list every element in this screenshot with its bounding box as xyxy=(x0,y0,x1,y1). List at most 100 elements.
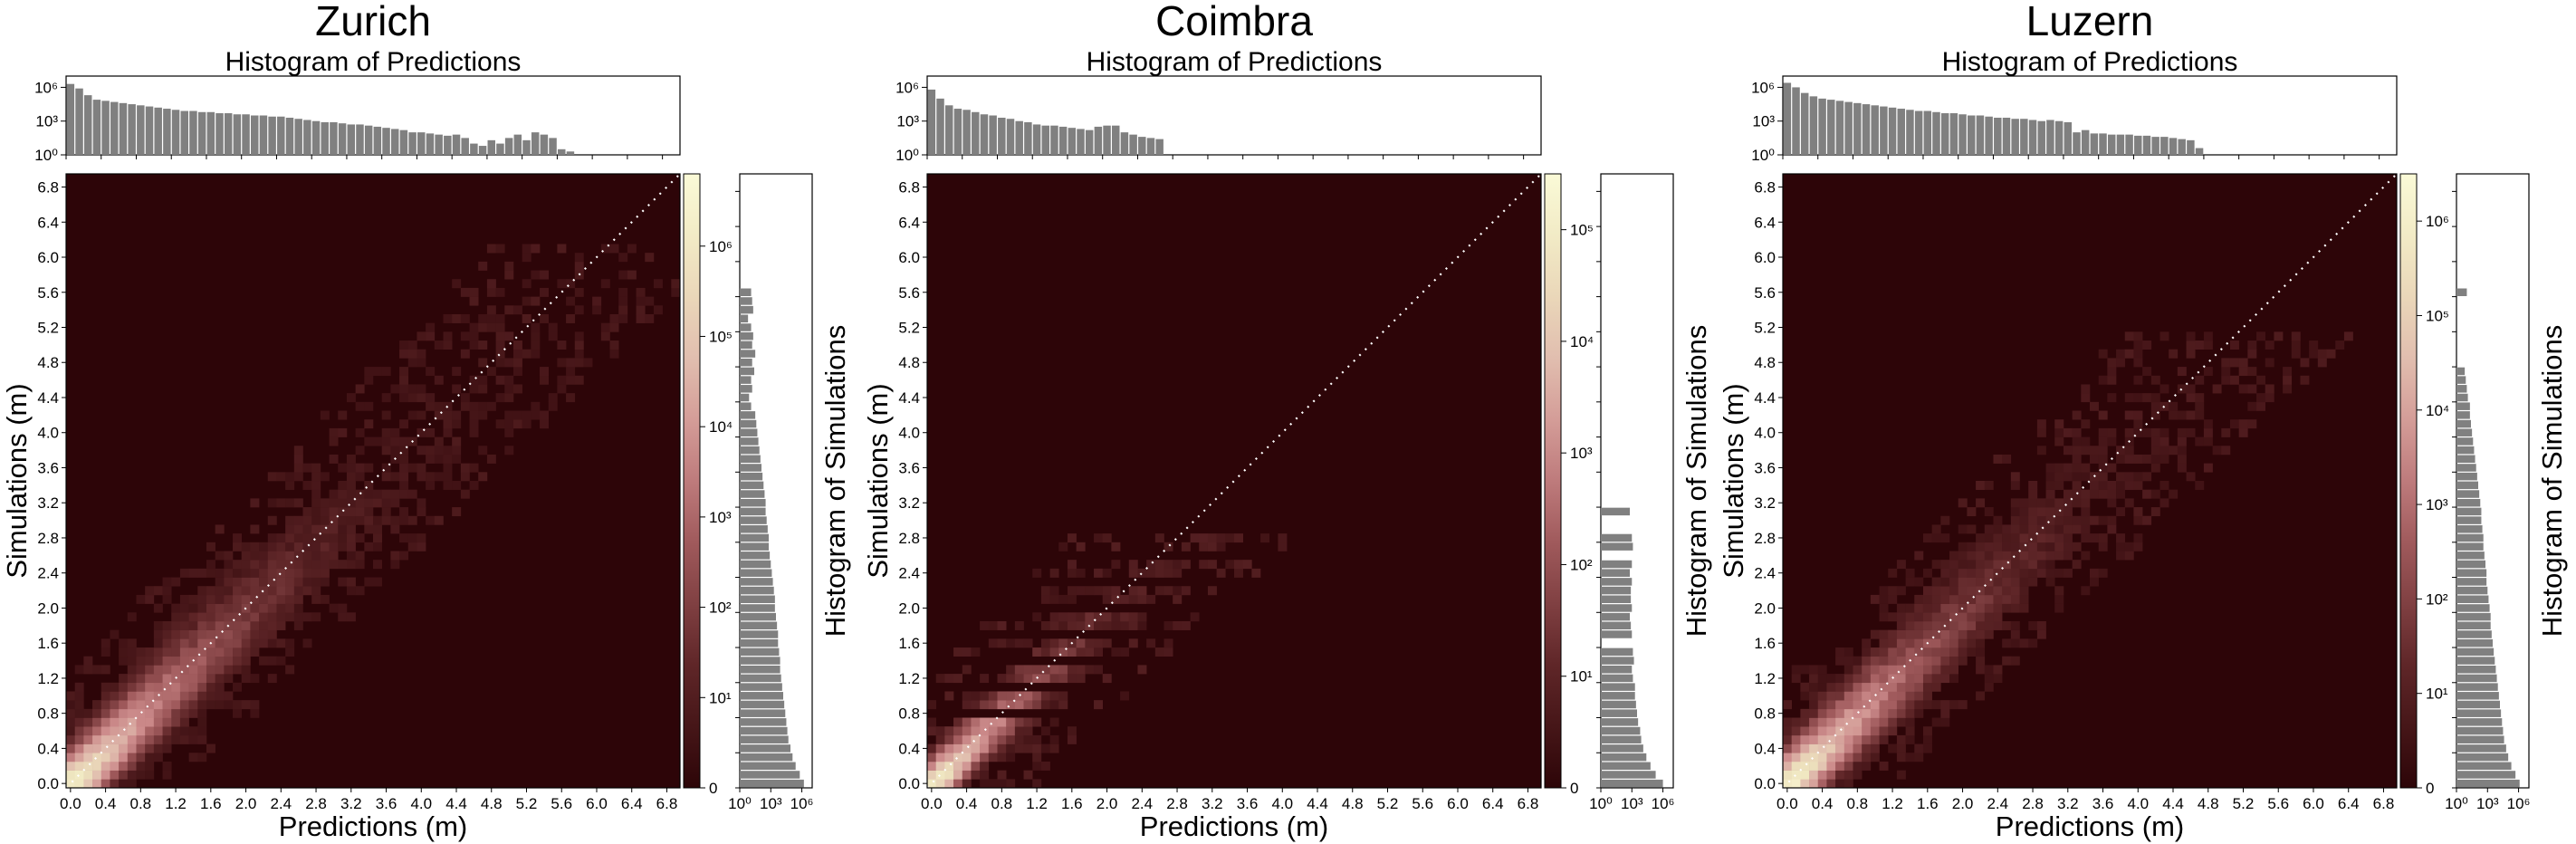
side-hist-bar xyxy=(740,595,775,603)
heatmap-cell xyxy=(1058,620,1068,630)
x-tick-label: 2.4 xyxy=(270,795,292,812)
heatmap-cell xyxy=(2142,340,2152,350)
heatmap-cell xyxy=(980,620,990,630)
heatmap-cell xyxy=(1958,542,1968,551)
heatmap-cell xyxy=(2291,331,2301,341)
heatmap-cell xyxy=(162,586,172,596)
heatmap-cell xyxy=(2036,568,2046,578)
side-hist-bar xyxy=(2456,753,2509,762)
heatmap-cell xyxy=(1888,665,1898,675)
heatmap-cell xyxy=(953,753,963,762)
heatmap-cell xyxy=(980,770,990,780)
heatmap-cell xyxy=(522,296,531,306)
heatmap-cell xyxy=(302,586,312,596)
heatmap-cell xyxy=(2142,454,2152,464)
heatmap-cell xyxy=(311,560,321,570)
heatmap-cell xyxy=(2203,463,2213,473)
side-hist-bar xyxy=(740,393,750,402)
heatmap-cell xyxy=(2133,340,2143,350)
heatmap-cell xyxy=(512,340,522,350)
heatmap-cell xyxy=(1862,638,1872,648)
heatmap-cell xyxy=(162,665,172,675)
heatmap-cell xyxy=(407,349,417,359)
heatmap-cell xyxy=(1931,612,1941,622)
side-hist-bar xyxy=(740,331,753,340)
heatmap-cell xyxy=(1817,674,1827,684)
heatmap-cell xyxy=(311,507,321,517)
heatmap-cell xyxy=(1835,761,1845,771)
heatmap-cell xyxy=(355,586,365,596)
heatmap-cell xyxy=(2107,498,2117,508)
y-tick-label: 1.2 xyxy=(37,670,59,687)
heatmap-cell xyxy=(119,691,129,701)
heatmap-cell xyxy=(1826,717,1836,727)
heatmap-cell xyxy=(179,691,189,701)
heatmap-cell xyxy=(2133,542,2143,551)
heatmap-cell xyxy=(2081,586,2091,596)
side-hist-bar xyxy=(2456,542,2484,551)
heatmap-cell xyxy=(381,489,391,499)
heatmap-cell xyxy=(215,691,225,701)
heatmap-cell xyxy=(2010,586,2020,596)
heatmap-cell xyxy=(1006,638,1016,648)
top-hist-bar xyxy=(294,119,302,155)
heatmap-cell xyxy=(2054,533,2064,543)
heatmap-cell xyxy=(259,656,269,666)
heatmap-cell xyxy=(1094,612,1104,622)
heatmap-cell xyxy=(206,568,215,578)
heatmap-cell xyxy=(302,612,312,622)
heatmap-cell xyxy=(1949,577,1959,587)
heatmap-cell xyxy=(2081,507,2091,517)
heatmap-cell xyxy=(285,542,295,551)
heatmap-cell xyxy=(2159,436,2169,446)
heatmap-cell xyxy=(592,296,602,306)
y-tick-label: 6.8 xyxy=(898,179,920,197)
heatmap-cell xyxy=(460,287,470,297)
heatmap-cell xyxy=(1888,717,1898,727)
top-hist-bar xyxy=(522,139,531,155)
heatmap-cell xyxy=(1958,594,1968,604)
heatmap-cell xyxy=(373,498,382,508)
heatmap-cell xyxy=(2019,560,2029,570)
heatmap-cell xyxy=(460,401,470,411)
heatmap-cell xyxy=(259,542,269,551)
heatmap-cell xyxy=(997,691,1007,701)
heatmap-cell xyxy=(2036,427,2046,437)
heatmap-cell xyxy=(1791,734,1801,744)
heatmap-cell xyxy=(600,331,610,341)
top-hist-bar xyxy=(998,117,1006,155)
heatmap-cell xyxy=(346,393,356,403)
y-axis-label: Simulations (m) xyxy=(1718,383,1749,578)
heatmap-cell xyxy=(2010,568,2020,578)
heatmap-cell xyxy=(101,691,110,701)
side-hist-bar xyxy=(2456,411,2470,419)
side-hist-bar xyxy=(2456,621,2491,630)
heatmap-cell xyxy=(1835,743,1845,753)
heatmap-cell xyxy=(2098,375,2108,385)
heatmap-cell xyxy=(373,489,382,499)
heatmap-cell xyxy=(2028,560,2038,570)
heatmap-cell xyxy=(2010,656,2020,666)
y-axis-label: Simulations (m) xyxy=(1,383,33,578)
heatmap-cell xyxy=(1076,542,1086,551)
heatmap-cell xyxy=(329,454,339,464)
heatmap-cell xyxy=(206,586,215,596)
heatmap-cell xyxy=(338,577,348,587)
heatmap-cell xyxy=(1879,674,1889,684)
heatmap-cell xyxy=(1958,568,1968,578)
heatmap-cell xyxy=(1870,674,1880,684)
side-hist-bar xyxy=(740,735,789,743)
heatmap-cell xyxy=(557,340,567,350)
side-hist-bar xyxy=(2456,393,2468,402)
heatmap-cell xyxy=(1826,779,1836,789)
heatmap-cell xyxy=(2309,340,2319,350)
heatmap-cell xyxy=(2028,551,2038,561)
heatmap-cell xyxy=(2063,489,2073,499)
heatmap-cell xyxy=(645,253,655,263)
heatmap-cell xyxy=(293,524,303,534)
heatmap-cell xyxy=(1040,700,1050,710)
heatmap-cell xyxy=(373,560,382,570)
side-hist-bar xyxy=(1601,666,1633,674)
top-hist-bar xyxy=(171,110,180,155)
heatmap-cell xyxy=(971,700,981,710)
